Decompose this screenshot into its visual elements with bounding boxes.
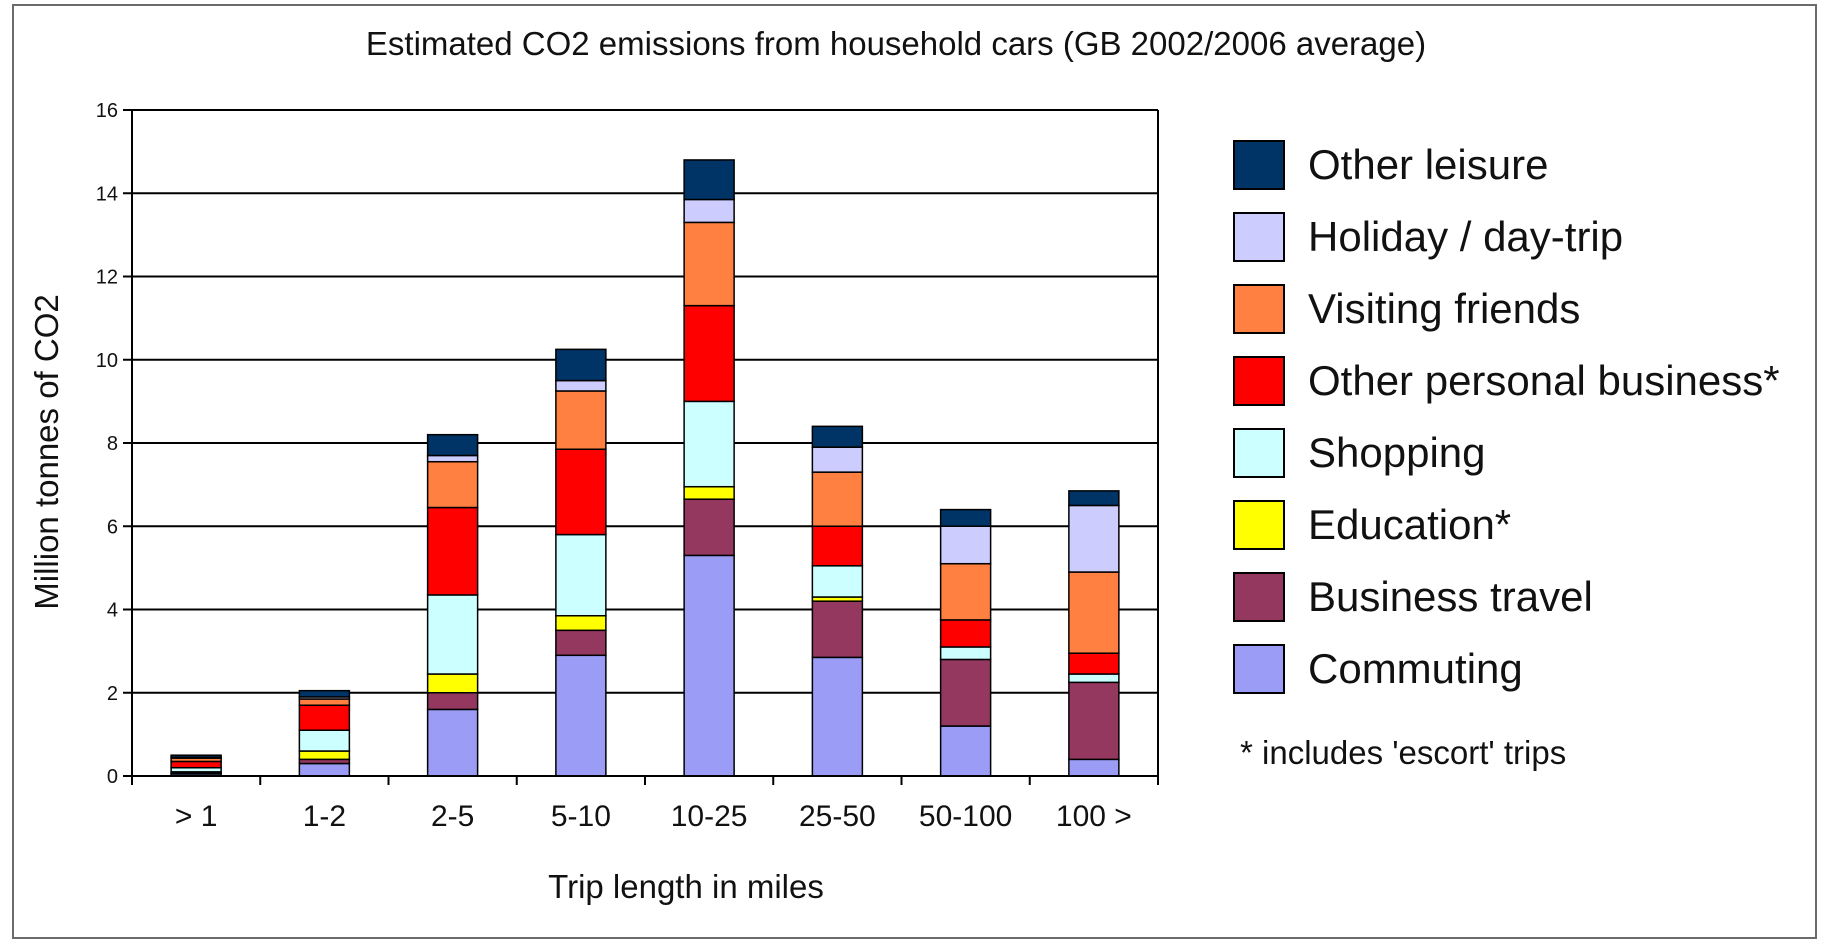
bar-segment-commuting (683, 554, 735, 777)
chart-frame (12, 4, 1817, 939)
bar-segment-visiting-friends (939, 562, 992, 621)
bar-segment-holiday-day-trip (426, 454, 479, 463)
y-tick-label: 4 (107, 600, 118, 622)
bar-segment-other-personal-business (683, 304, 735, 403)
bar-segment-commuting (555, 654, 607, 777)
bar-segment-commuting (939, 725, 992, 777)
bar-segment-business-travel (683, 498, 735, 557)
bar-segment-other-personal-business (426, 506, 479, 596)
legend-label-other-personal-business: Other personal business* (1308, 357, 1780, 404)
bar-segment-other-personal-business (298, 704, 351, 731)
legend-label-commuting: Commuting (1308, 645, 1523, 692)
bar-segment-holiday-day-trip (555, 379, 607, 392)
bar-segment-holiday-day-trip (939, 525, 992, 565)
bar-segment-shopping (298, 729, 351, 752)
bar-segment-shopping (426, 594, 479, 675)
bar-segment-other-leisure (939, 508, 992, 528)
y-tick-labels: 0 2 4 6 8 10 12 14 16 (96, 100, 118, 788)
x-tick-label: 1-2 (303, 800, 346, 833)
footnote: * includes 'escort' trips (1240, 734, 1566, 771)
bar-segment-other-personal-business (939, 619, 992, 648)
bar-segment-business-travel (811, 600, 864, 659)
legend-label-shopping: Shopping (1308, 429, 1486, 476)
x-tick-label: 5-10 (551, 800, 611, 833)
bar-segment-commuting (426, 708, 479, 777)
legend-label-business-travel: Business travel (1308, 573, 1593, 620)
bar-segment-other-personal-business (1068, 652, 1120, 675)
chart-title: Estimated CO2 emissions from household c… (366, 25, 1426, 62)
legend-label-visiting-friends: Visiting friends (1308, 285, 1580, 332)
bar-segment-other-leisure (170, 754, 222, 759)
legend-swatch-education (1233, 500, 1285, 550)
y-tick-label: 12 (96, 267, 118, 289)
bar-segment-other-leisure (683, 159, 735, 201)
bar-segment-business-travel (1068, 681, 1120, 761)
y-tick-label: 0 (107, 766, 118, 788)
legend-swatch-commuting (1233, 644, 1285, 694)
bar-segment-education (298, 750, 351, 761)
bar-segment-other-leisure (1068, 490, 1120, 507)
legend-label-education: Education* (1308, 501, 1511, 548)
legend-swatch-visiting-friends (1233, 284, 1285, 334)
bar-segment-shopping (939, 646, 992, 661)
legend-swatch-business-travel (1233, 572, 1285, 622)
bar-segment-holiday-day-trip (683, 198, 735, 224)
y-axis-label: Million tonnes of CO2 (28, 294, 65, 609)
bar-segment-education (683, 485, 735, 500)
bar-segment-holiday-day-trip (811, 446, 864, 473)
bar-segment-shopping (683, 400, 735, 488)
bar-segment-shopping (555, 533, 607, 617)
bar-segment-visiting-friends (683, 221, 735, 307)
legend-label-other-leisure: Other leisure (1308, 141, 1548, 188)
bar-segment-commuting (298, 762, 351, 777)
bar-segment-other-personal-business (811, 525, 864, 567)
axes (123, 109, 1159, 785)
y-tick-label: 8 (107, 433, 118, 455)
bars (170, 159, 1120, 777)
x-tick-label: 10-25 (671, 800, 748, 833)
bar-segment-visiting-friends (555, 390, 607, 450)
x-tick-label: 25-50 (799, 800, 876, 833)
y-tick-label: 6 (107, 516, 118, 538)
x-tick-label: 100 > (1056, 800, 1132, 833)
bar-segment-shopping (811, 565, 864, 598)
x-tick-label: 2-5 (431, 800, 474, 833)
legend-swatch-shopping (1233, 428, 1285, 478)
legend-swatch-other-personal-business (1233, 356, 1285, 406)
bar-segment-commuting (811, 656, 864, 777)
y-tick-label: 2 (107, 683, 118, 705)
bar-segment-other-leisure (426, 433, 479, 457)
bar-segment-other-leisure (811, 425, 864, 448)
bar-segment-education (555, 614, 607, 632)
x-tick-label: > 1 (175, 800, 218, 833)
bar-segment-education (426, 673, 479, 694)
legend-swatch-other-leisure (1233, 140, 1285, 190)
bar-segment-visiting-friends (811, 471, 864, 528)
bar-segment-business-travel (426, 692, 479, 711)
y-tick-label: 14 (96, 183, 118, 205)
bar-segment-shopping (1068, 673, 1120, 684)
bar-segment-holiday-day-trip (1068, 504, 1120, 573)
bar-segment-business-travel (939, 658, 992, 727)
bar-segment-business-travel (555, 629, 607, 657)
x-tick-label: 50-100 (919, 800, 1012, 833)
bar-segment-other-leisure (298, 689, 351, 698)
x-tick-labels: > 1 1-2 2-5 5-10 10-25 25-50 50-100 100 > (175, 800, 1132, 833)
legend: Other leisure Holiday / day-trip Visiting … (1233, 140, 1780, 694)
y-tick-label: 16 (96, 100, 118, 122)
bar-segment-commuting (1068, 758, 1120, 777)
bar-segment-visiting-friends (1068, 571, 1120, 654)
y-tick-label: 10 (96, 350, 118, 372)
bar-segment-visiting-friends (298, 698, 351, 706)
bar-segment-visiting-friends (426, 460, 479, 509)
bar-segment-other-personal-business (170, 760, 222, 769)
legend-swatch-holiday-day-trip (1233, 212, 1285, 262)
bar-segment-other-leisure (555, 348, 607, 382)
grid-lines (132, 109, 1158, 694)
bar-segment-other-personal-business (555, 448, 607, 536)
legend-label-holiday-day-trip: Holiday / day-trip (1308, 213, 1623, 260)
x-axis-label: Trip length in miles (548, 868, 824, 905)
